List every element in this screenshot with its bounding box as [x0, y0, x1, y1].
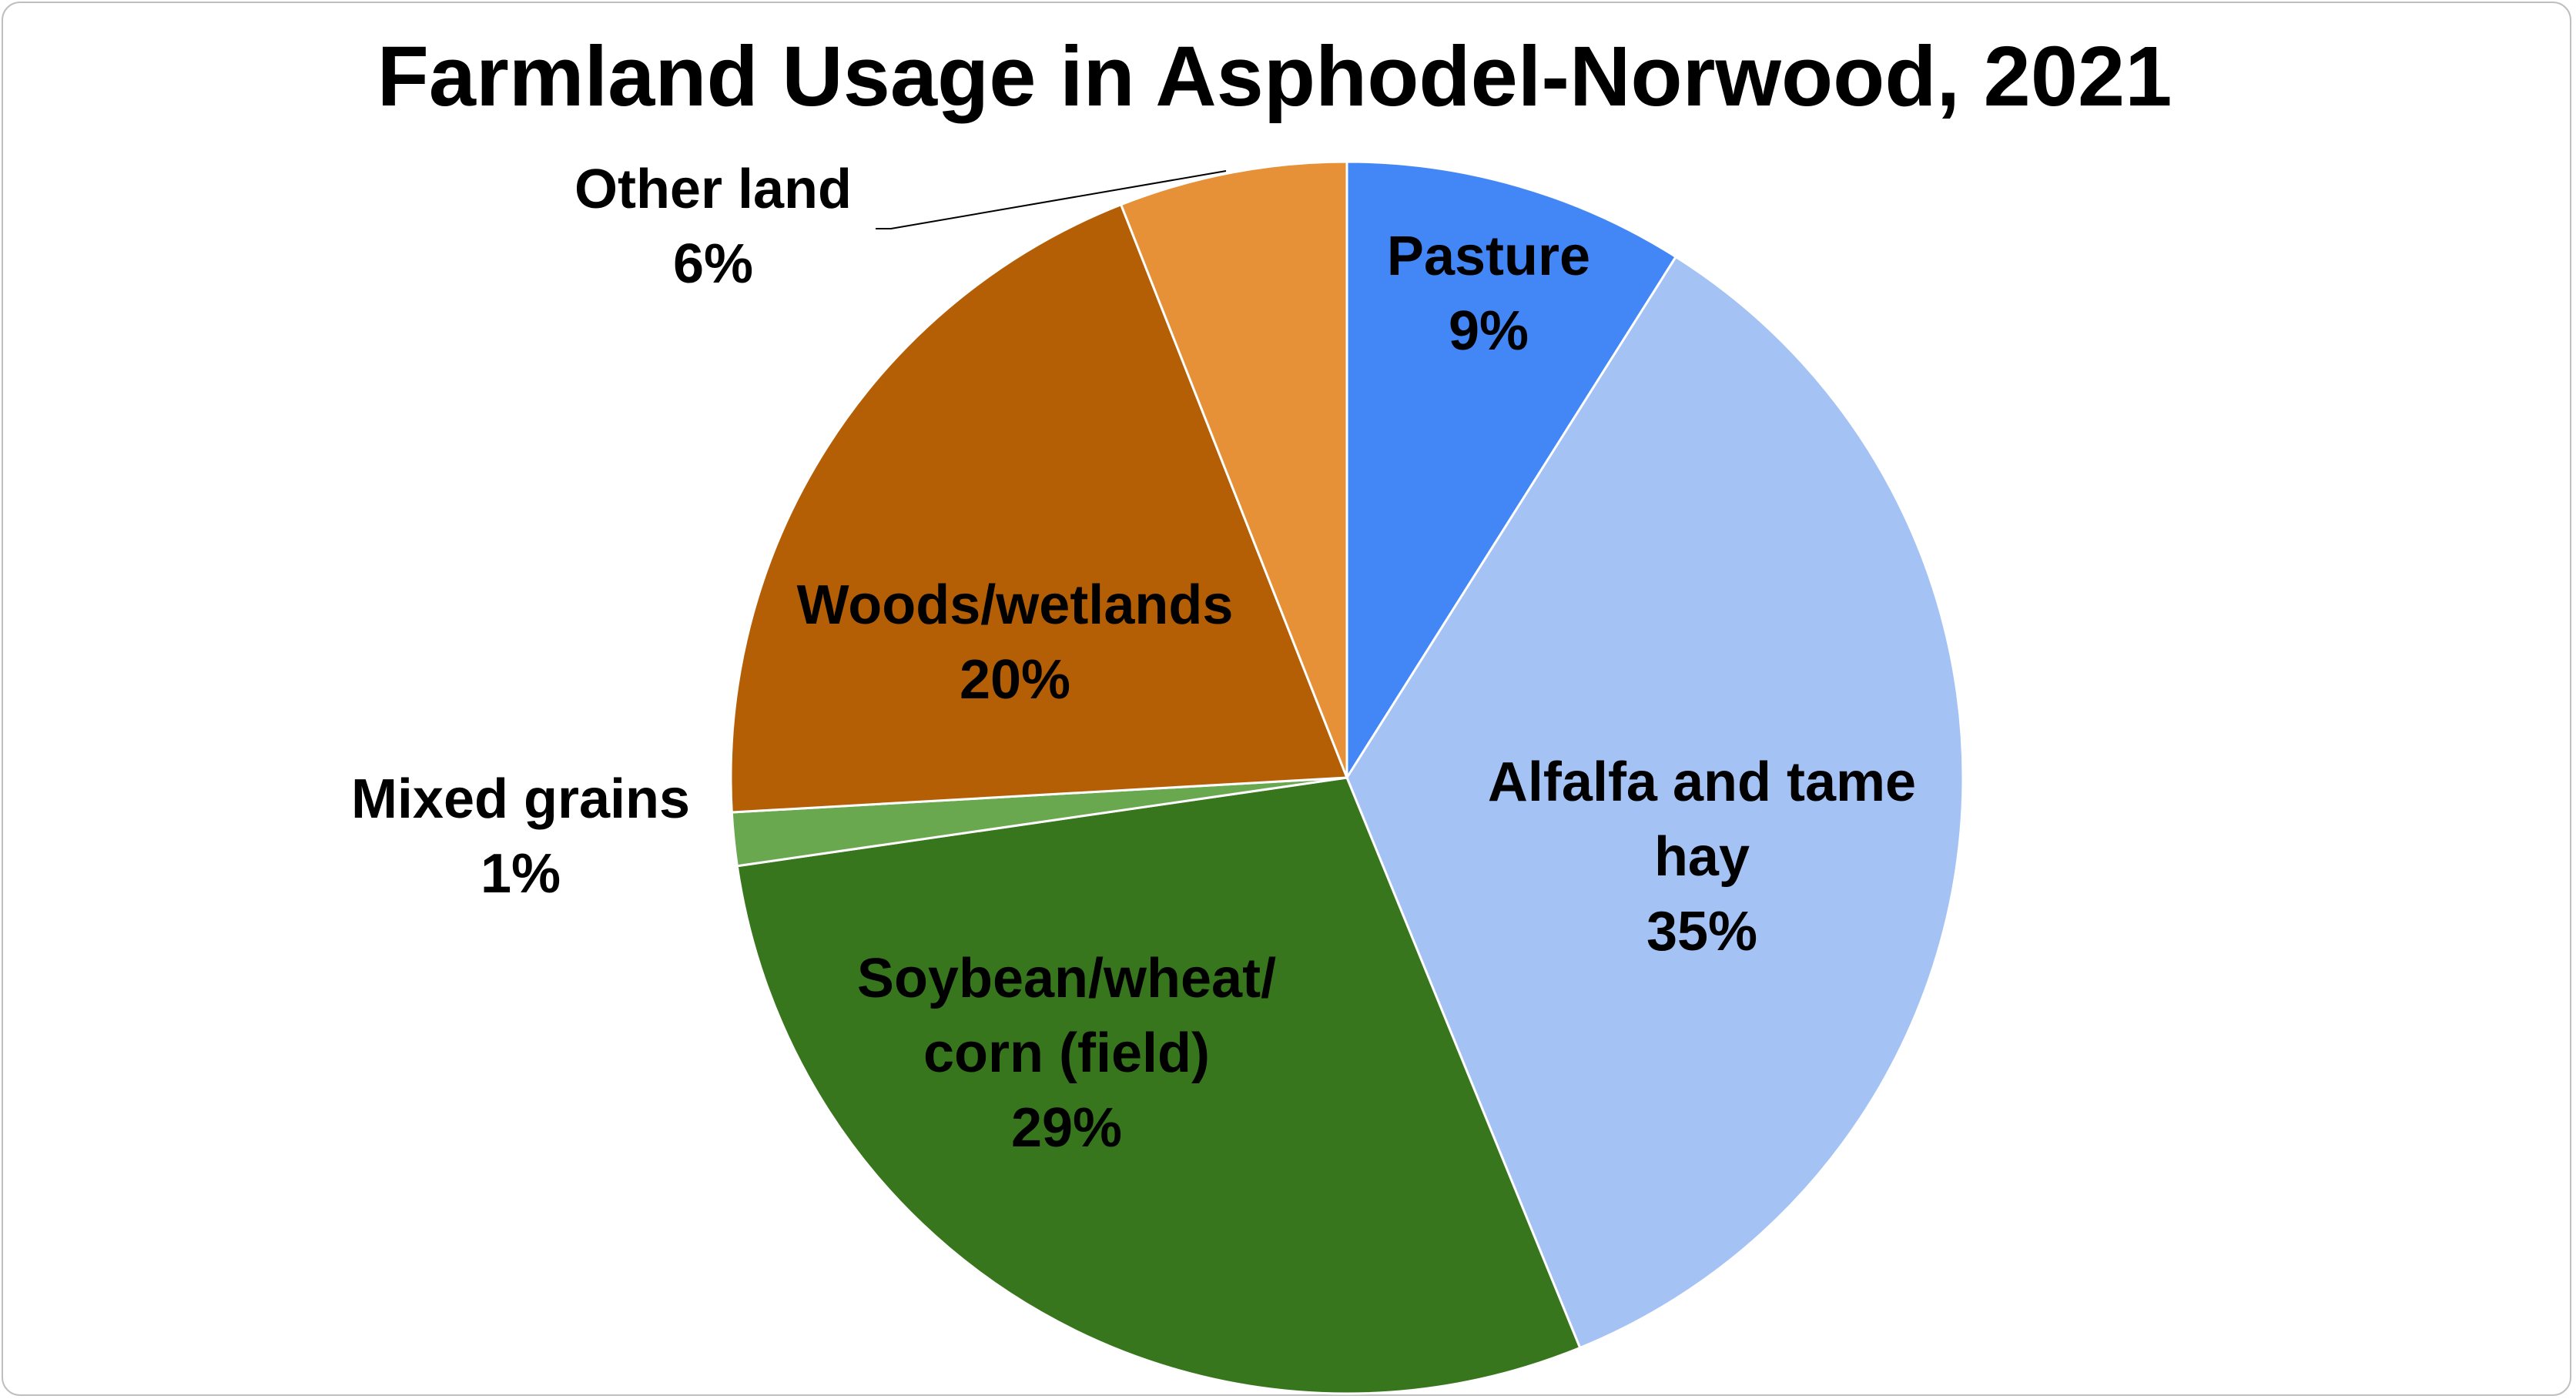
pie-slice-alfalfa-and-tame-hay	[1345, 255, 1965, 1350]
data-label-pasture: Pasture 9%	[1387, 226, 1590, 362]
pie-slices	[729, 160, 1965, 1395]
pie-slice-woods-wetlands	[729, 202, 1349, 814]
data-labels: Pasture 9% Alfalfa and tame hay 35% Soybean/w…	[351, 159, 1916, 1159]
pie-slice-pasture	[1345, 160, 1678, 782]
data-label-soybean-wheat-corn-field-: Soybean/wheat/corn (field) 29%	[857, 948, 1276, 1159]
pie-slice-other-land	[1119, 160, 1348, 778]
leader-lines	[876, 170, 1227, 229]
data-label-alfalfa-and-tame-hay: Alfalfa and tame hay 35%	[1488, 751, 1916, 962]
data-label-other-land: Other land 6%	[574, 159, 852, 295]
chart-title: Farmland Usage in Asphodel-Norwood, 2021	[377, 29, 2172, 124]
data-label-woods-wetlands: Woods/wetlands 20%	[797, 574, 1234, 711]
leader-line-other-land	[876, 170, 1227, 229]
pie-slice-soybean-wheat-corn-field-	[735, 776, 1582, 1395]
data-label-mixed-grains: Mixed grains 1%	[351, 768, 690, 905]
